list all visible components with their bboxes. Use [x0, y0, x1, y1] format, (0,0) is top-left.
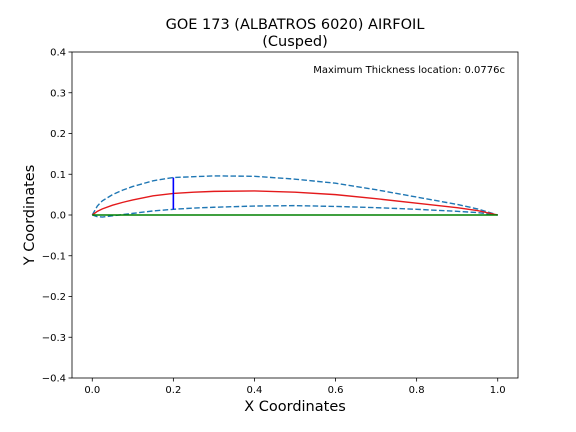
y-tick-label: 0.1 — [50, 170, 66, 181]
x-tick-label: 0.4 — [247, 385, 263, 396]
y-axis-ticks: −0.4 −0.3 −0.2 −0.1 0.0 0.1 0.2 0.3 0.4 — [42, 48, 72, 385]
x-tick-label: 1.0 — [490, 385, 506, 396]
y-tick-label: −0.4 — [42, 374, 66, 385]
y-tick-label: −0.3 — [42, 333, 66, 344]
x-axis-ticks: 0.0 0.2 0.4 0.6 0.8 1.0 — [84, 378, 506, 396]
x-tick-label: 0.0 — [84, 385, 100, 396]
y-tick-label: 0.4 — [50, 48, 66, 59]
x-axis-label: X Coordinates — [244, 399, 346, 415]
y-tick-label: 0.2 — [50, 129, 66, 140]
y-tick-label: −0.2 — [42, 292, 66, 303]
y-axis-label: Y Coordinates — [22, 165, 38, 267]
chart-title: GOE 173 (ALBATROS 6020) AIRFOIL — [166, 17, 425, 33]
chart-subtitle: (Cusped) — [262, 34, 328, 50]
x-tick-label: 0.8 — [409, 385, 425, 396]
upper-surface-line — [91, 175, 498, 216]
y-tick-label: 0.0 — [50, 211, 66, 222]
x-tick-label: 0.6 — [328, 385, 344, 396]
camber-line — [91, 190, 498, 216]
series-layer — [91, 175, 498, 218]
x-tick-label: 0.2 — [165, 385, 181, 396]
y-tick-label: −0.1 — [42, 251, 66, 262]
lower-surface-line — [92, 204, 498, 218]
y-tick-label: 0.3 — [50, 88, 66, 99]
max-thickness-annotation: Maximum Thickness location: 0.0776c — [313, 65, 505, 76]
